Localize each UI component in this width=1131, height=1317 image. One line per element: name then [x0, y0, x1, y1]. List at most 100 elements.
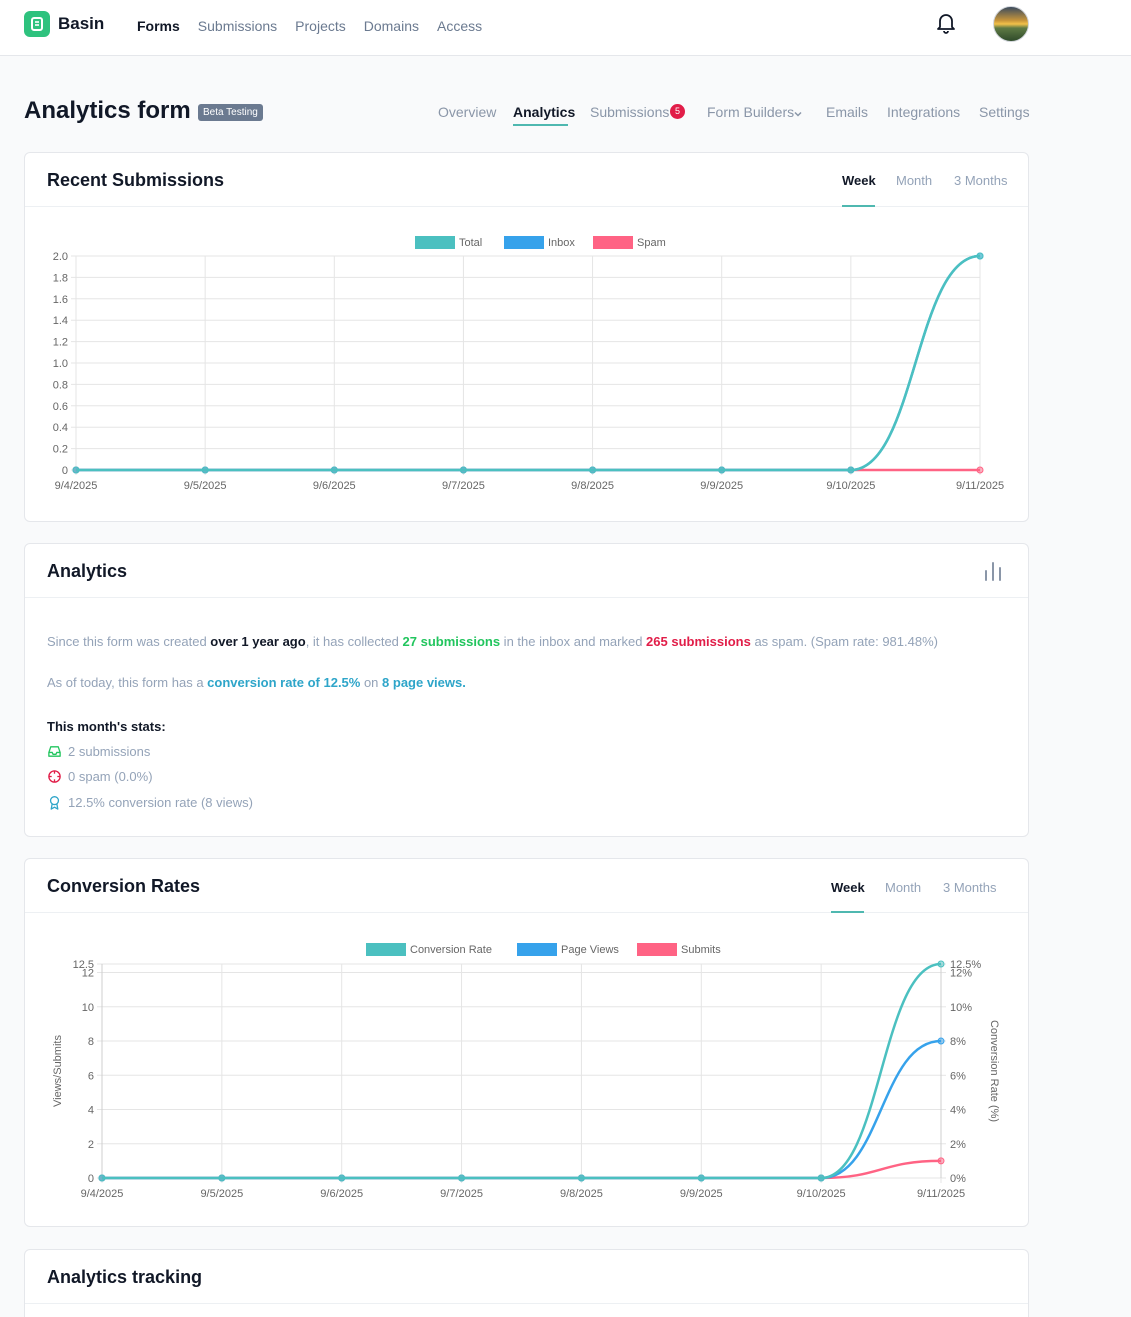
card-title: Conversion Rates	[47, 876, 201, 896]
y-tick-label: 0	[88, 1173, 94, 1185]
series-line-submits	[102, 1159, 942, 1180]
tab-emails[interactable]: Emails	[826, 104, 869, 120]
range-3-months[interactable]: 3 Months	[943, 880, 997, 895]
range-month[interactable]: Month	[896, 173, 933, 188]
basin-logo-icon	[24, 11, 50, 37]
page-views: 8 page views.	[382, 675, 466, 690]
y2-tick-label: 4%	[950, 1105, 966, 1117]
y-tick-label: 12	[82, 968, 94, 980]
tab-overview[interactable]: Overview	[438, 104, 497, 120]
legend-label: Spam	[637, 237, 666, 249]
y2-tick-label: 12.5%	[950, 959, 981, 971]
card-header: Conversion Rates Week Month 3 Months	[25, 859, 1028, 913]
legend-swatch	[415, 236, 455, 249]
y-tick-label: 0	[62, 465, 68, 477]
y-tick-label: 0.8	[53, 379, 68, 391]
nav-forms[interactable]: Forms	[137, 18, 180, 34]
x-tick-label: 9/4/2025	[81, 1188, 124, 1200]
range-3-months[interactable]: 3 Months	[954, 173, 1008, 188]
x-tick-label: 9/8/2025	[560, 1188, 603, 1200]
legend-label: Inbox	[548, 237, 575, 249]
x-tick-label: 9/11/2025	[956, 480, 1004, 492]
award-icon	[49, 796, 60, 810]
stat-conversion: 12.5% conversion rate (8 views)	[47, 795, 253, 810]
conversion-summary: As of today, this form has a conversion …	[47, 675, 466, 690]
app-name: Basin	[58, 14, 105, 33]
card-header: Recent Submissions Week Month 3 Months	[25, 153, 1028, 207]
y2-tick-label: 0%	[950, 1173, 966, 1185]
y-tick-label: 10	[82, 1002, 94, 1014]
data-point	[697, 1174, 705, 1182]
y-tick-label: 0.6	[53, 401, 68, 413]
nav-projects[interactable]: Projects	[295, 18, 346, 34]
y2-axis-label: Conversion Rate (%)	[988, 1020, 1000, 1122]
submissions-count-badge: 5	[670, 104, 685, 119]
y-tick-label: 6	[88, 1070, 94, 1082]
conversion-rates-card: Conversion Rates Week Month 3 Months 0 2 4…	[24, 858, 1029, 1227]
analytics-tracking-card: Analytics tracking	[24, 1249, 1029, 1317]
recent-submissions-card: Recent Submissions Week Month 3 Months 0…	[24, 152, 1029, 522]
card-header: Analytics tracking	[25, 1250, 1028, 1304]
spam-icon	[48, 770, 61, 783]
range-week[interactable]: Week	[842, 173, 876, 188]
stat-text: 2 submissions	[68, 744, 151, 759]
y2-tick-label: 12%	[950, 968, 972, 980]
month-stats-title: This month's stats:	[47, 719, 166, 734]
page-title: Analytics form	[24, 97, 191, 124]
data-point	[577, 1174, 585, 1182]
x-tick-label: 9/6/2025	[320, 1188, 363, 1200]
analytics-card: Analytics Since this form was created ov…	[24, 543, 1029, 837]
card-title: Analytics tracking	[47, 1267, 203, 1287]
data-point	[847, 466, 855, 474]
spam-count: 265 submissions	[646, 634, 751, 649]
y-tick-label: 1.8	[53, 272, 68, 284]
summary-text: Since this form was created	[47, 634, 211, 649]
nav-domains[interactable]: Domains	[363, 18, 419, 34]
nav-access[interactable]: Access	[437, 18, 483, 34]
inbox-count: 27 submissions	[402, 634, 501, 649]
data-point	[98, 1174, 106, 1182]
y-tick-label: 2	[88, 1139, 94, 1151]
y-tick-label: 8	[88, 1036, 94, 1048]
tab-submissions[interactable]: Submissions	[590, 104, 670, 120]
legend-swatch	[593, 236, 633, 249]
tab-form-builders[interactable]: Form Builders	[707, 104, 795, 120]
data-point	[937, 1157, 945, 1165]
card-header: Analytics	[25, 544, 1028, 598]
y-tick-label: 1.4	[53, 315, 68, 327]
y-axis-label: Views/Submits	[52, 1035, 64, 1107]
stat-spam: 0 spam (0.0%)	[47, 769, 153, 784]
legend-swatch	[637, 943, 677, 956]
nav-submissions[interactable]: Submissions	[197, 18, 278, 34]
logo[interactable]: Basin	[24, 11, 104, 37]
created-ago: over 1 year ago	[210, 634, 306, 649]
y-tick-label: 1.2	[53, 337, 68, 349]
x-tick-label: 9/8/2025	[571, 480, 614, 492]
y-tick-label: 2.0	[53, 251, 68, 263]
bell-icon[interactable]	[934, 10, 958, 34]
x-tick-label: 9/6/2025	[313, 480, 356, 492]
tab-settings[interactable]: Settings	[979, 104, 1030, 120]
y2-tick-label: 6%	[950, 1070, 966, 1082]
x-tick-label: 9/9/2025	[700, 480, 743, 492]
x-tick-label: 9/10/2025	[797, 1188, 846, 1200]
bar-chart-icon[interactable]	[983, 560, 1003, 582]
stat-submissions: 2 submissions	[47, 744, 150, 759]
x-tick-label: 9/11/2025	[917, 1188, 965, 1200]
beta-badge: Beta Testing	[198, 104, 263, 121]
range-week[interactable]: Week	[831, 880, 865, 895]
data-point	[458, 1174, 466, 1182]
tab-integrations[interactable]: Integrations	[887, 104, 961, 120]
y-tick-label: 1.0	[53, 358, 68, 370]
tab-analytics[interactable]: Analytics	[513, 104, 576, 120]
avatar[interactable]	[993, 6, 1029, 42]
range-month[interactable]: Month	[885, 880, 922, 895]
stat-text: 0 spam (0.0%)	[68, 769, 153, 784]
y2-tick-label: 10%	[950, 1002, 972, 1014]
series-line-total	[76, 254, 981, 472]
main-nav: Forms Submissions Projects Domains Acces…	[137, 18, 482, 34]
range-underline	[842, 205, 875, 207]
chevron-down-icon	[794, 111, 802, 117]
data-point	[72, 466, 80, 474]
